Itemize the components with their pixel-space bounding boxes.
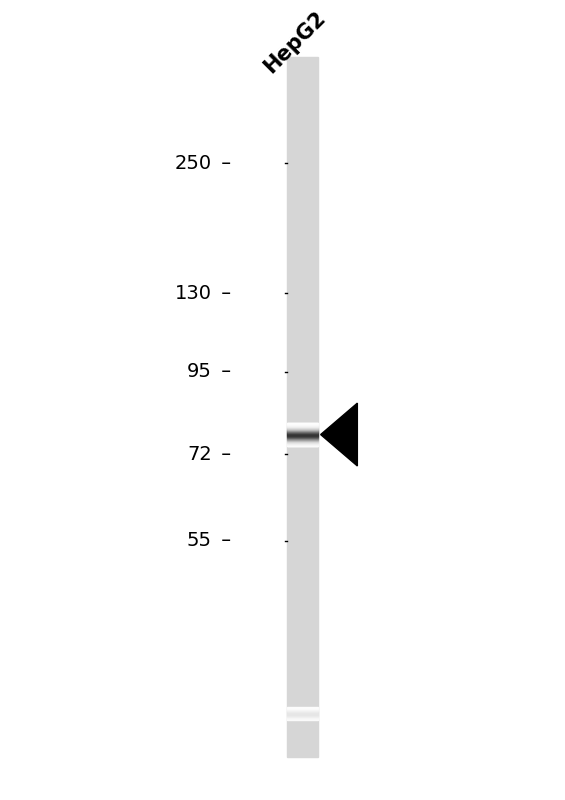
Text: –: –	[215, 362, 231, 381]
Polygon shape	[321, 403, 358, 466]
Text: 250: 250	[175, 154, 212, 173]
Text: –: –	[215, 154, 231, 173]
Text: –: –	[215, 445, 231, 464]
Text: –: –	[215, 531, 231, 550]
Text: HepG2: HepG2	[260, 8, 330, 77]
Text: 130: 130	[175, 283, 212, 302]
Text: 95: 95	[187, 362, 212, 381]
Text: 55: 55	[187, 531, 212, 550]
Text: –: –	[215, 283, 231, 302]
Bar	[287, 58, 318, 757]
Text: 72: 72	[187, 445, 212, 464]
